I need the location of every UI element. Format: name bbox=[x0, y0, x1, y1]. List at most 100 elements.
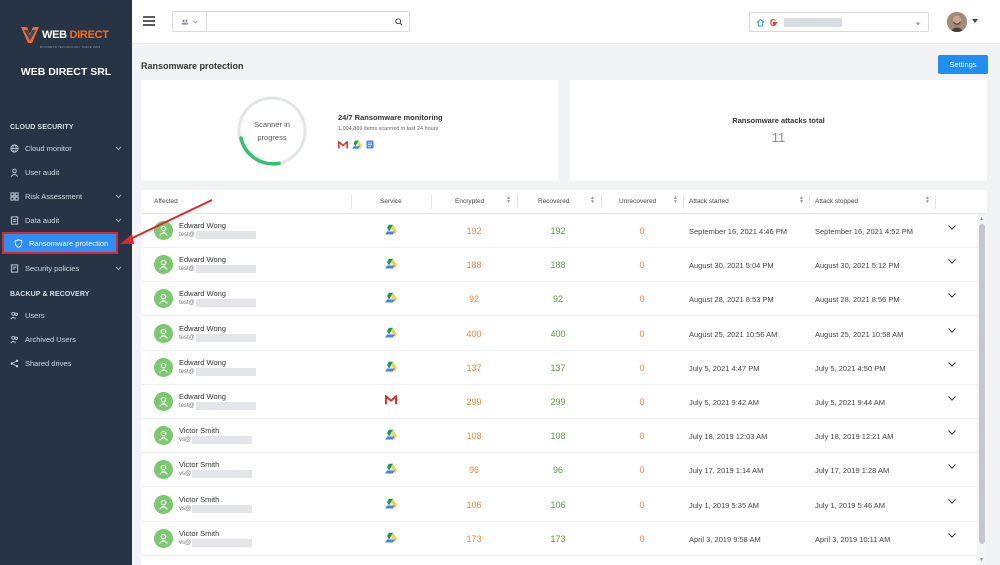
sort-icon[interactable]: ▲ ▼ bbox=[506, 195, 511, 205]
col-unrecovered[interactable]: Unrecovered bbox=[619, 198, 657, 205]
table-row[interactable]: Victor Smith vs@ 106 106 0 July 1, 2019 5:35 … bbox=[141, 488, 977, 522]
search-scope-select[interactable] bbox=[173, 12, 207, 31]
col-affected[interactable]: Affected bbox=[154, 198, 178, 205]
expand-row-chevron-icon[interactable] bbox=[947, 224, 957, 234]
affected-user-name: Edward Wong bbox=[179, 392, 226, 401]
hamburger-menu-icon[interactable] bbox=[142, 14, 156, 28]
affected-user-email: vs@ bbox=[179, 436, 253, 445]
redacted-email bbox=[195, 402, 256, 410]
redacted-email bbox=[192, 436, 253, 445]
unrecovered-count: 0 bbox=[639, 465, 645, 476]
sort-icon[interactable]: ▲ ▼ bbox=[673, 195, 678, 205]
affected-user-name: Edward Wong bbox=[179, 255, 226, 265]
sidebar: WEB DIRECT BUSINESS TECHNOLOGY SINCE 200… bbox=[0, 0, 132, 565]
attacks-total-card: Ransomware attacks total 11 bbox=[570, 80, 987, 181]
table-row[interactable]: Edward Wong test@ 92 92 0 August 28, 2021 8:5… bbox=[141, 282, 977, 317]
search-icon bbox=[395, 17, 403, 26]
affected-user-email: test@ bbox=[179, 265, 256, 274]
col-attack-started[interactable]: Attack started bbox=[689, 198, 729, 205]
policy-icon bbox=[10, 263, 19, 273]
expand-row-chevron-icon[interactable] bbox=[947, 395, 957, 405]
sidebar-item-data-audit[interactable]: Data audit bbox=[0, 209, 132, 231]
sidebar-item-label: User audit bbox=[25, 167, 60, 177]
sidebar-item-user-audit[interactable]: User audit bbox=[0, 161, 132, 183]
sort-icon[interactable]: ▲ ▼ bbox=[799, 195, 804, 205]
affected-user-name: Victor Smith bbox=[179, 460, 220, 470]
sort-icon[interactable]: ▲ ▼ bbox=[590, 195, 595, 205]
domain-value bbox=[784, 17, 842, 27]
attack-stopped-time: July 1, 2019 5:46 AM bbox=[815, 500, 886, 510]
scroll-down-icon[interactable]: ▼ bbox=[979, 557, 984, 563]
brand-logo[interactable]: WEB DIRECT bbox=[20, 24, 112, 46]
table-row[interactable]: Victor Smith vs@ 173 173 0 April 3, 2019 9:58… bbox=[141, 522, 977, 556]
scroll-up-icon[interactable]: ▲ bbox=[979, 216, 984, 222]
unrecovered-count: 0 bbox=[639, 328, 645, 339]
table-row[interactable]: Edward Wong test@ 400 400 0 August 25, 2021 1… bbox=[141, 317, 977, 351]
attack-started-time: July 18, 2019 12:03 AM bbox=[689, 432, 768, 442]
sidebar-item-risk-assessment[interactable]: Risk Assessment bbox=[0, 185, 132, 207]
col-recovered[interactable]: Recovered bbox=[538, 198, 570, 205]
domain-select[interactable] bbox=[749, 12, 929, 32]
table-scrollbar[interactable]: ▲ ▼ bbox=[977, 214, 987, 565]
expand-row-chevron-icon[interactable] bbox=[947, 532, 957, 542]
affected-user-email: test@ bbox=[179, 299, 256, 308]
sidebar-item-label: Data audit bbox=[25, 215, 60, 225]
affected-user-name: Edward Wong bbox=[179, 221, 226, 230]
column-divider bbox=[431, 195, 432, 209]
user-avatar[interactable] bbox=[947, 12, 967, 32]
table-row[interactable]: Victor Smith vs@ 96 96 0 July 17, 2019 1:14 A… bbox=[141, 453, 977, 488]
globe-icon bbox=[10, 143, 19, 153]
redacted-email bbox=[195, 333, 256, 342]
redacted-email bbox=[195, 231, 256, 239]
document-icon bbox=[10, 215, 19, 225]
affected-user-email: test@ bbox=[179, 367, 256, 376]
expand-row-chevron-icon[interactable] bbox=[947, 429, 957, 439]
col-service[interactable]: Service bbox=[380, 198, 402, 205]
col-attack-stopped[interactable]: Attack stopped bbox=[815, 198, 858, 205]
expand-row-chevron-icon[interactable] bbox=[947, 327, 957, 337]
encrypted-count: 188 bbox=[466, 260, 482, 271]
scrollbar-thumb[interactable] bbox=[979, 224, 985, 544]
encrypted-count: 96 bbox=[468, 465, 479, 476]
attack-started-time: September 16, 2021 4:46 PM bbox=[689, 227, 787, 236]
column-divider bbox=[601, 195, 602, 209]
chevron-down-icon bbox=[115, 264, 122, 273]
search-button[interactable] bbox=[389, 12, 409, 31]
sidebar-item-archived-users[interactable]: Archived Users bbox=[0, 328, 132, 350]
sidebar-item-ransomware-protection[interactable]: Ransomware protection bbox=[2, 232, 118, 254]
archived-users-icon bbox=[10, 335, 19, 344]
attack-stopped-time: April 3, 2019 10:11 AM bbox=[815, 534, 891, 544]
settings-button[interactable]: Settings bbox=[938, 55, 988, 74]
avatar-menu-caret-icon[interactable] bbox=[972, 19, 978, 23]
col-encrypted[interactable]: Encrypted bbox=[455, 198, 485, 205]
table-row[interactable]: Edward Wong test@ 299 299 0 July 5, 2021 9:42… bbox=[141, 385, 977, 419]
nav-section-backup-recovery: BACKUP & RECOVERY bbox=[10, 291, 90, 298]
expand-row-chevron-icon[interactable] bbox=[947, 463, 957, 473]
expand-row-chevron-icon[interactable] bbox=[947, 258, 957, 268]
encrypted-count: 106 bbox=[466, 499, 482, 510]
scanner-progress-ring bbox=[237, 96, 307, 166]
chevron-down-icon bbox=[193, 20, 198, 24]
sort-icon[interactable]: ▲ ▼ bbox=[925, 195, 930, 205]
sidebar-item-security-policies[interactable]: Security policies bbox=[0, 257, 132, 279]
share-icon bbox=[10, 359, 19, 368]
sidebar-item-cloud-monitor[interactable]: Cloud monitor bbox=[0, 137, 132, 159]
sidebar-item-label: Users bbox=[25, 310, 45, 320]
attack-stopped-time: July 5, 2021 9:44 AM bbox=[815, 398, 886, 407]
table-row[interactable]: Victor Smith vs@ 108 108 0 July 18, 2019 12:0… bbox=[141, 419, 977, 454]
expand-row-chevron-icon[interactable] bbox=[947, 292, 957, 302]
shield-icon bbox=[14, 238, 23, 248]
table-row[interactable]: Edward Wong test@ 188 188 0 August 30, 2021 5… bbox=[141, 248, 977, 283]
table-row[interactable]: Edward Wong test@ 192 192 0 September 16, 202… bbox=[141, 214, 977, 248]
sidebar-item-label: Security policies bbox=[25, 263, 80, 273]
search-input[interactable] bbox=[207, 12, 389, 31]
expand-row-chevron-icon[interactable] bbox=[947, 361, 957, 371]
affected-user-name: Edward Wong bbox=[179, 323, 226, 333]
encrypted-count: 137 bbox=[466, 362, 482, 373]
expand-row-chevron-icon[interactable] bbox=[947, 498, 957, 508]
sidebar-item-users[interactable]: Users bbox=[0, 304, 132, 326]
unrecovered-count: 0 bbox=[639, 226, 645, 236]
monitored-services bbox=[338, 140, 374, 149]
sidebar-item-shared-drives[interactable]: Shared drives bbox=[0, 352, 132, 374]
table-row[interactable]: Edward Wong test@ 137 137 0 July 5, 2021 4:47… bbox=[141, 351, 977, 385]
